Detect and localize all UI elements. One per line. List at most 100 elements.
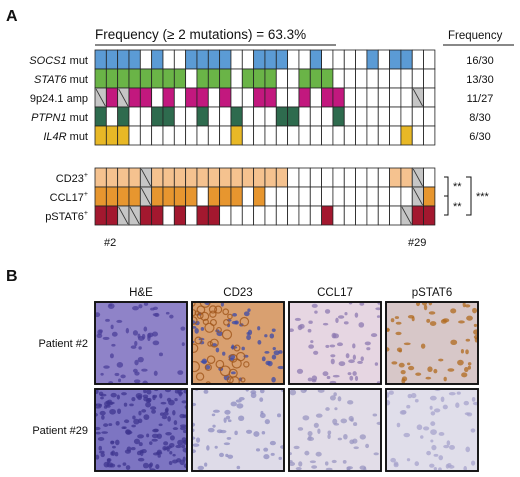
nucleus (241, 346, 245, 351)
nucleus (97, 329, 103, 336)
nucleus (466, 315, 473, 321)
ihc-cell-CD23-15 (253, 167, 266, 188)
nucleus (102, 336, 110, 341)
nucleus (227, 419, 232, 423)
nucleus (322, 322, 329, 326)
nucleus (169, 314, 174, 319)
nucleus (427, 366, 433, 373)
nucleus (138, 410, 142, 416)
nucleus (182, 439, 186, 444)
mutation-cell-SOCS1-28 (400, 49, 413, 70)
nuclei-texture (96, 390, 186, 470)
ihc-cell-CCL17-7 (162, 186, 175, 207)
nucleus (232, 313, 238, 317)
row-labels: SOCS1 mut STAT6 mut 9p24.1 amp PTPN1 mut IL4… (29, 55, 88, 223)
mutation-cell-9p24-12 (219, 87, 232, 108)
ihc-cell-CD23-13 (230, 167, 243, 188)
nucleus (111, 331, 118, 337)
nucleus (431, 444, 437, 451)
row-label-STAT6: STAT6 mut (34, 74, 88, 86)
membrane-stain (195, 372, 205, 381)
membrane-stain (216, 326, 222, 333)
nucleus (388, 390, 394, 395)
mutation-cell-PTPN1-3 (117, 106, 130, 127)
nucleus (137, 434, 144, 439)
nucleus (172, 453, 176, 457)
nucleus (311, 465, 318, 469)
mutation-cell-9p24-2 (105, 87, 119, 108)
membrane-stain (205, 381, 211, 383)
mutation-cell-9p24-21 (321, 87, 334, 108)
mutation-cell-IL4R-5 (139, 125, 153, 146)
nucleus (138, 442, 143, 447)
ihc-cell-CCL17-12 (219, 186, 232, 207)
nucleus (374, 362, 379, 366)
nuclei-texture (193, 303, 283, 383)
not-available-slash (412, 88, 423, 107)
histology-image-1-2 (288, 388, 382, 472)
mutation-cell-SOCS1-23 (343, 49, 356, 70)
nucleus (472, 401, 477, 406)
mutation-cell-IL4R-25 (366, 125, 379, 146)
nucleus (103, 365, 110, 369)
mutation-cell-9p24-4 (128, 87, 141, 108)
nucleus (98, 445, 103, 451)
nucleus (330, 358, 335, 365)
nucleus (129, 403, 134, 407)
nucleus (473, 323, 477, 327)
frequency-summary: Frequency (≥ 2 mutations) = 63.3% (95, 27, 306, 42)
patient-last-label: #29 (408, 237, 426, 249)
mutation-cell-STAT6-12 (219, 68, 232, 89)
nucleus (461, 372, 468, 378)
nucleus (299, 323, 305, 329)
nucleus (327, 430, 332, 435)
nucleus (325, 344, 330, 348)
nucleus (426, 450, 432, 456)
mutation-cell-STAT6-23 (343, 68, 356, 89)
nucleus (137, 335, 145, 341)
mutation-cell-STAT6-22 (332, 68, 345, 89)
nucleus (109, 408, 116, 415)
mutation-cell-9p24-22 (332, 87, 345, 108)
row-label-CD23: CD23+ (56, 172, 88, 185)
nucleus (225, 415, 231, 420)
nucleus (152, 340, 160, 346)
mutation-cell-IL4R-16 (264, 125, 277, 146)
nucleus (422, 426, 430, 431)
nucleus (193, 428, 195, 433)
mutation-cell-SOCS1-26 (377, 49, 390, 70)
nucleus (212, 424, 216, 428)
mutation-cell-SOCS1-10 (196, 49, 209, 70)
nucleus (201, 358, 208, 365)
nucleus (177, 391, 184, 395)
nucleus (145, 401, 151, 408)
nucleus (329, 395, 336, 401)
ihc-cell-pSTAT6-23 (343, 205, 356, 226)
nucleus (114, 451, 119, 457)
nucleus (322, 371, 329, 377)
nucleus (261, 356, 266, 362)
nucleus (304, 390, 307, 392)
nucleus (338, 361, 346, 367)
nucleus (406, 404, 411, 409)
membrane-stain (193, 343, 199, 353)
column-header-1: CD23 (223, 287, 252, 299)
mutation-cell-PTPN1-4 (128, 106, 141, 127)
mutation-cell-STAT6-18 (287, 68, 300, 89)
nucleus (350, 418, 354, 422)
nucleus (372, 413, 378, 417)
nucleus (137, 418, 143, 424)
ihc-cell-CCL17-9 (185, 186, 198, 207)
frequency-IL4R: 6/30 (469, 131, 490, 143)
mutation-cell-SOCS1-16 (264, 49, 277, 70)
nucleus (195, 390, 199, 391)
nucleus (234, 430, 238, 436)
nucleus (125, 429, 132, 435)
nucleus (143, 326, 148, 332)
nucleus (307, 377, 313, 382)
nucleus (400, 410, 407, 415)
nucleus (348, 303, 353, 305)
nucleus (273, 350, 280, 356)
mutation-cell-SOCS1-24 (355, 49, 368, 70)
nucleus (447, 463, 452, 468)
